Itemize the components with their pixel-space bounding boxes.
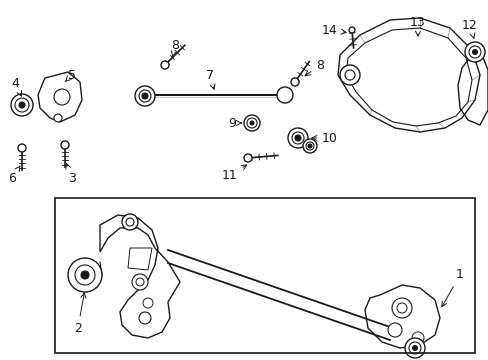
Circle shape — [396, 303, 406, 313]
Circle shape — [142, 93, 148, 99]
Circle shape — [464, 42, 484, 62]
Circle shape — [348, 27, 354, 33]
Text: 14: 14 — [322, 23, 346, 36]
Text: 7: 7 — [205, 68, 215, 89]
Circle shape — [387, 323, 401, 337]
Circle shape — [18, 144, 26, 152]
Circle shape — [15, 98, 29, 112]
Circle shape — [136, 278, 143, 286]
Circle shape — [411, 332, 423, 344]
Circle shape — [161, 61, 169, 69]
Text: 12: 12 — [461, 18, 477, 38]
Circle shape — [132, 274, 148, 290]
Circle shape — [391, 298, 411, 318]
Circle shape — [11, 94, 33, 116]
Circle shape — [471, 50, 476, 54]
Circle shape — [244, 115, 260, 131]
Circle shape — [404, 338, 424, 358]
Circle shape — [287, 128, 307, 148]
Circle shape — [244, 154, 251, 162]
Circle shape — [276, 87, 292, 103]
Circle shape — [290, 78, 298, 86]
Circle shape — [294, 135, 301, 141]
Circle shape — [345, 70, 354, 80]
Circle shape — [307, 144, 311, 148]
Text: 8: 8 — [305, 59, 324, 76]
Text: 11: 11 — [222, 165, 246, 181]
Circle shape — [81, 271, 89, 279]
Text: 4: 4 — [11, 77, 21, 96]
Circle shape — [54, 89, 70, 105]
Circle shape — [122, 214, 138, 230]
Circle shape — [54, 114, 62, 122]
Circle shape — [303, 139, 316, 153]
Text: 6: 6 — [8, 166, 20, 185]
Text: 10: 10 — [311, 131, 337, 144]
Circle shape — [249, 121, 253, 125]
Circle shape — [139, 312, 151, 324]
Circle shape — [61, 141, 69, 149]
Circle shape — [139, 90, 151, 102]
Circle shape — [75, 265, 95, 285]
Circle shape — [142, 298, 153, 308]
Text: 8: 8 — [171, 39, 179, 57]
Bar — [55, 198, 474, 353]
Circle shape — [291, 132, 304, 144]
Text: 2: 2 — [74, 293, 86, 334]
Circle shape — [135, 86, 155, 106]
Text: 9: 9 — [227, 117, 241, 130]
Text: 5: 5 — [65, 68, 76, 82]
Circle shape — [412, 346, 417, 351]
Circle shape — [305, 142, 313, 150]
Text: 1: 1 — [441, 269, 463, 307]
Circle shape — [126, 218, 134, 226]
Circle shape — [339, 65, 359, 85]
Circle shape — [468, 46, 480, 58]
Circle shape — [246, 118, 257, 128]
Circle shape — [19, 102, 25, 108]
Circle shape — [68, 258, 102, 292]
Text: 3: 3 — [66, 163, 76, 185]
Circle shape — [408, 342, 420, 354]
Text: 13: 13 — [409, 15, 425, 36]
